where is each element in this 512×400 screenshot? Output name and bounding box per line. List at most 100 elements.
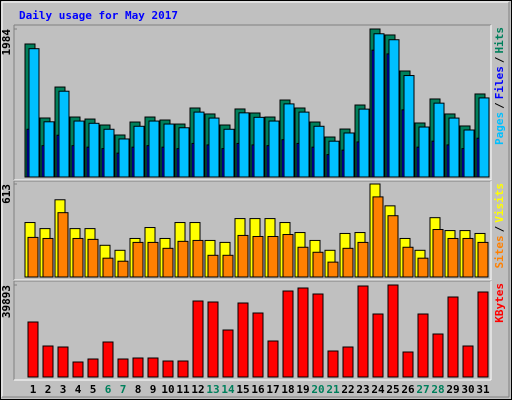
x-tick-label: 25 [386,383,399,396]
bar [117,260,129,278]
bar [477,241,489,278]
bar [192,239,204,278]
bar [88,122,100,178]
bar [43,121,55,178]
bar [147,241,159,278]
bar [357,285,369,378]
bar [477,291,489,378]
bar [208,117,220,178]
bar [57,212,69,278]
bar [373,33,385,178]
bar [447,296,459,378]
bar [72,361,84,378]
bar [282,234,294,278]
legend-separator: / [493,102,506,109]
bar [72,237,84,278]
bar [42,345,54,378]
bar [328,140,340,178]
bar [358,108,370,178]
legend-separator: / [493,56,506,63]
bar [447,237,459,278]
bar [327,350,339,378]
bar [343,132,355,178]
bar [192,300,204,378]
bar [87,238,99,278]
bar [432,333,444,378]
x-tick-label: 20 [311,383,324,396]
bar [478,97,490,178]
bar [462,345,474,378]
x-tick-label: 12 [191,383,204,396]
bar [27,321,39,378]
x-tick-label: 13 [206,383,219,396]
bar [297,287,309,378]
bar [312,251,324,278]
x-tick-label: 22 [341,383,354,396]
x-tick-label: 11 [176,383,190,396]
bar [238,112,250,178]
bar [312,293,324,378]
bar [252,235,264,278]
bar [207,301,219,378]
bar [207,254,219,278]
bar [87,358,99,378]
y-tick-label: 1984 [0,29,13,56]
legend: Pages / Files / Hits [493,27,506,145]
x-tick-label: 21 [326,383,340,396]
x-tick-label: 24 [371,383,385,396]
x-tick-label: 8 [135,383,142,396]
x-tick-label: 5 [90,383,97,396]
x-tick-label: 15 [236,383,249,396]
bar [402,351,414,378]
bar [28,48,40,178]
bar [162,247,174,278]
bar [448,117,460,178]
bar [387,284,399,378]
bar [463,129,475,178]
bar [222,329,234,378]
bar [117,358,129,378]
x-tick-label: 23 [356,383,369,396]
x-tick-label: 31 [476,383,490,396]
x-tick-label: 14 [221,383,235,396]
bar [132,357,144,378]
x-tick-label: 2 [45,383,52,396]
legend: KBytes [493,283,506,323]
x-tick-label: 16 [251,383,265,396]
bar [388,39,400,178]
x-tick-label: 30 [461,383,474,396]
bar [282,290,294,378]
bar [222,254,234,278]
bar [237,234,249,278]
bar [372,196,384,278]
bar [433,102,445,178]
legend-entry: Hits [493,27,506,54]
bar [58,90,70,178]
bar [223,128,235,178]
bar [118,138,130,178]
bar [297,246,309,278]
x-tick-label: 27 [416,383,429,396]
bar [387,215,399,278]
x-tick-label: 18 [281,383,294,396]
x-tick-label: 26 [401,383,415,396]
legend-entry: Pages [493,112,506,145]
bar [418,126,430,178]
legend-entry: Sites [493,235,506,268]
bar [73,120,85,178]
bar [313,125,325,178]
x-tick-label: 9 [150,383,157,396]
bar [148,120,160,178]
bar [268,120,280,178]
x-tick-label: 7 [120,383,127,396]
bar [372,313,384,378]
bar [147,357,159,378]
x-tick-label: 19 [296,383,309,396]
legend: Sites / Visits [493,183,506,269]
bar [267,340,279,378]
legend-entry: Files [493,66,506,99]
bar [133,125,145,178]
legend-separator: / [493,225,506,232]
bar [327,261,339,278]
